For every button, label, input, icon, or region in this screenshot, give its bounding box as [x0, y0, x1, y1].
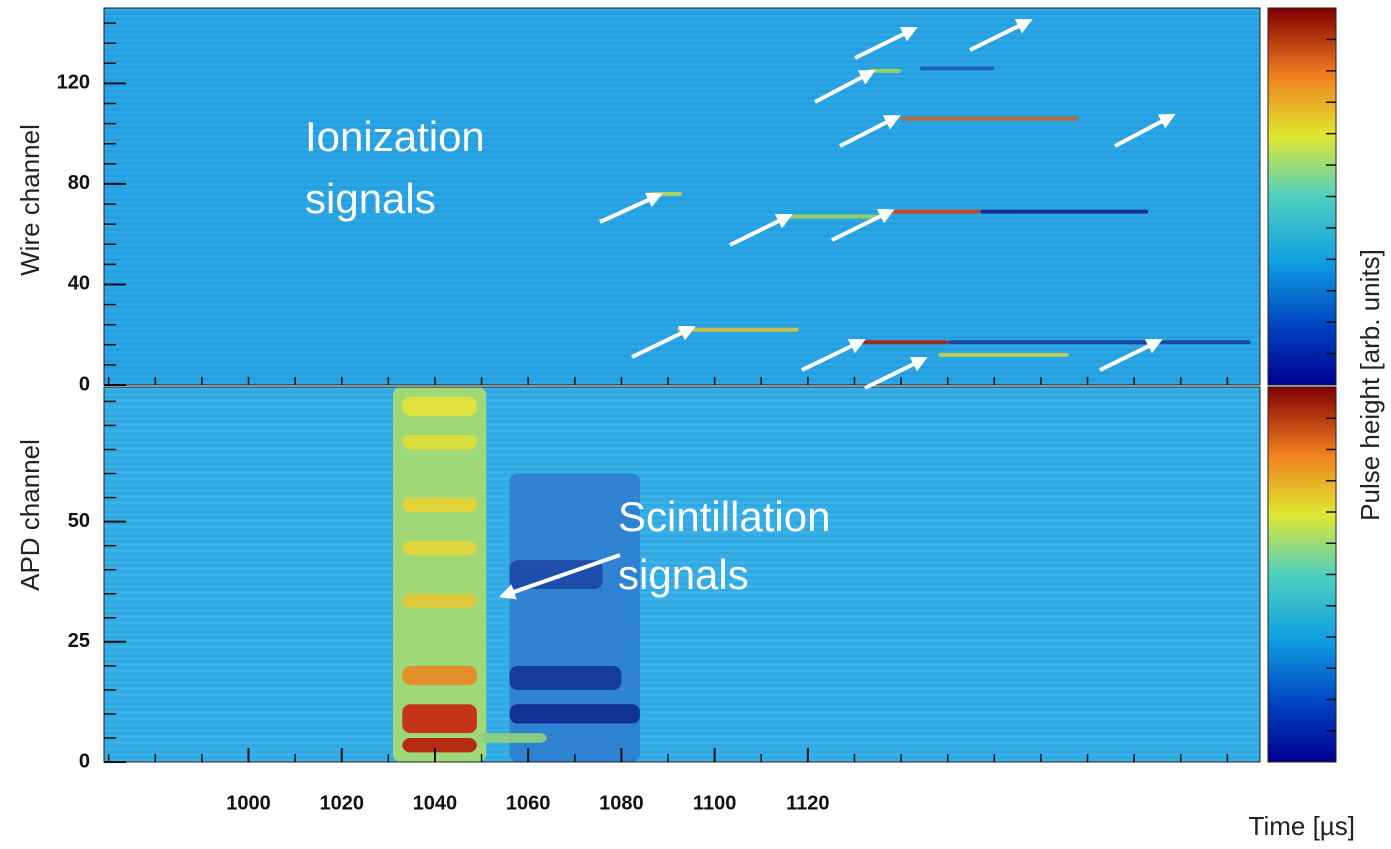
signal: [947, 340, 1251, 345]
arrow: [839, 115, 901, 148]
y-axis-label: APD channel: [15, 439, 45, 591]
x-tick-label: 1040: [413, 792, 458, 814]
signal: [402, 704, 477, 734]
signal: [476, 733, 547, 743]
arrow: [1114, 114, 1176, 148]
plot-frame: [103, 7, 1261, 386]
signal: [402, 737, 477, 753]
signal: [509, 704, 641, 724]
x-tick-label: 1120: [786, 792, 829, 814]
arrow: [631, 325, 696, 359]
y-tick-label: 120: [57, 72, 90, 94]
signal: [789, 214, 878, 219]
signal: [980, 209, 1149, 214]
signal: [868, 68, 902, 73]
arrow: [969, 19, 1033, 52]
colorbar: [1267, 7, 1337, 386]
signal: [402, 497, 477, 512]
x-tick-label: 1080: [599, 792, 644, 814]
noise-texture: [104, 387, 1260, 762]
signal: [509, 665, 622, 690]
y-tick-label: 80: [68, 172, 90, 194]
annotation: signals: [618, 551, 749, 598]
annotation: signals: [305, 175, 436, 222]
x-axis-label: Time [µs]: [1249, 811, 1355, 841]
arrow: [854, 27, 918, 60]
signal: [402, 593, 477, 609]
y-tick-label: 25: [68, 630, 90, 652]
annotation: Scintillation: [618, 493, 830, 540]
arrow: [599, 192, 663, 224]
signal: [402, 435, 477, 450]
arrow: [498, 553, 621, 600]
plot-frame: [103, 386, 1261, 763]
arrow: [864, 357, 928, 390]
arrow: [729, 214, 793, 247]
plot-layer: 0 40 80 120 Ionization signals 0 25 50 1000 1020 10…: [57, 7, 1337, 814]
signal: [402, 540, 477, 556]
arrow: [801, 338, 866, 372]
x-tick-label: 1000: [226, 792, 271, 814]
signal: [919, 66, 995, 71]
arrow: [814, 70, 876, 104]
signal: [877, 209, 981, 214]
signal: [938, 352, 1069, 357]
signal: [402, 665, 477, 686]
y-tick-label: 40: [68, 273, 90, 295]
colorbar: [1267, 386, 1337, 763]
noise-texture: [104, 8, 1260, 385]
y-tick-label: 0: [79, 750, 90, 772]
signal: [509, 473, 641, 762]
signal: [859, 340, 948, 345]
y-axis-label: Wire channel: [15, 124, 45, 276]
annotation: Ionization: [305, 113, 485, 160]
x-tick-label: 1060: [506, 792, 551, 814]
x-tick-label: 1100: [693, 792, 736, 814]
arrow: [831, 209, 895, 242]
x-tick-label: 1020: [319, 792, 364, 814]
signal: [901, 116, 1079, 121]
colorbar-label: Pulse height [arb. units]: [1355, 249, 1385, 521]
y-tick-label: 50: [68, 510, 90, 532]
y-tick-label: 0: [79, 373, 90, 395]
arrow: [1099, 339, 1163, 372]
signal: [402, 396, 477, 416]
signal: [677, 327, 799, 332]
